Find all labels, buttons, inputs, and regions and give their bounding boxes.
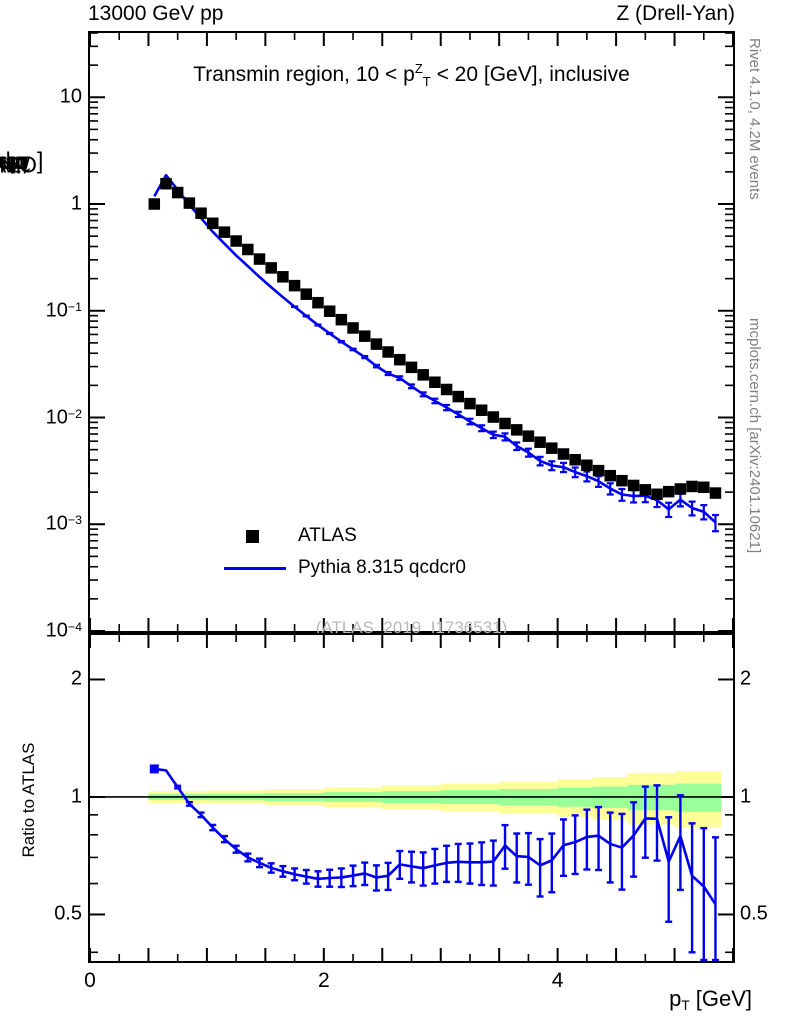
legend-key-square [218, 526, 292, 546]
ratio-plot-svg [90, 635, 733, 961]
main-y-tick-label: 10−4 [45, 619, 82, 642]
data-marker [171, 186, 184, 199]
data-marker [475, 404, 488, 416]
legend-label-atlas: ATLAS [298, 525, 357, 546]
analysis-watermark: (ATLAS_2019_I1736531) [315, 618, 508, 637]
data-marker [288, 279, 301, 292]
data-marker [616, 474, 628, 487]
data-marker [323, 305, 336, 317]
main-plot-area [90, 33, 733, 631]
data-marker [499, 417, 511, 430]
ratio-y-tick-label: 2 [70, 667, 82, 690]
ratio-y-tick-label-right: 2 [740, 667, 752, 690]
data-marker [253, 253, 266, 265]
data-marker [148, 198, 161, 210]
beam-energy-label: 13000 GeV pp [88, 2, 224, 25]
main-y-tick-label: 10−2 [45, 406, 82, 428]
x-tick-label: 0 [84, 969, 96, 992]
main-plot-svg [90, 33, 733, 631]
data-marker [581, 459, 593, 472]
data-marker [394, 353, 406, 366]
main-y-tick-label: 10−1 [45, 299, 82, 322]
data-marker [195, 207, 207, 219]
ratio-y-tick-label: 0.5 [54, 902, 82, 925]
plot-title: Transmin region, 10 < pZT < 20 [GeV], in… [90, 61, 733, 89]
ratio-plot-area [90, 635, 733, 961]
data-marker [405, 361, 418, 374]
ratio-y-axis-label: Ratio to ATLAS [19, 742, 38, 858]
data-marker [277, 271, 289, 283]
ratio-y-tick-label: 1 [70, 785, 82, 808]
data-marker [569, 454, 581, 466]
ratio-y-tick-label-right: 1 [740, 785, 752, 808]
data-marker [522, 430, 535, 442]
data-marker [382, 346, 394, 358]
data-marker [592, 464, 605, 477]
data-marker [510, 424, 523, 436]
data-marker [160, 177, 172, 190]
data-marker [429, 376, 441, 388]
data-marker [218, 226, 231, 238]
data-marker [698, 481, 710, 494]
data-marker [265, 262, 277, 274]
data-marker [207, 217, 219, 230]
data-marker [464, 397, 476, 410]
data-marker [358, 330, 371, 342]
data-marker [230, 235, 242, 247]
data-marker [440, 383, 453, 396]
main-y-tick-label: 10−3 [45, 512, 82, 535]
data-marker [604, 469, 616, 482]
plot-title-pre: Transmin region, 10 < p [193, 63, 415, 86]
plot-title-post: < 20 [GeV], inclusive [430, 63, 630, 86]
legend-key-line [218, 558, 292, 578]
plot-title-sub: T [422, 74, 431, 90]
data-marker [546, 442, 558, 454]
data-marker [300, 288, 313, 300]
data-marker [487, 411, 500, 423]
legend: ATLAS Pythia 8.315 qcdcr0 [218, 520, 466, 584]
x-tick-label: 2 [317, 969, 330, 992]
data-marker [534, 436, 546, 448]
data-marker [347, 322, 359, 334]
data-marker [417, 369, 429, 381]
data-marker [452, 390, 465, 403]
data-marker [651, 488, 663, 501]
main-y-tick-label: 1 [70, 192, 82, 215]
ratio-plot-panel [88, 633, 735, 963]
data-marker [335, 313, 348, 326]
legend-item-atlas: ATLAS [218, 520, 466, 552]
header: 13000 GeV pp Z (Drell-Yan) [88, 2, 735, 29]
data-marker [312, 296, 324, 309]
main-y-tick-label: 10 [59, 85, 82, 108]
mc-line [153, 173, 717, 524]
data-marker [627, 479, 640, 492]
data-marker [370, 338, 383, 350]
data-marker [709, 487, 722, 499]
ratio-y-tick-label-right: 0.5 [740, 902, 768, 925]
data-marker [662, 485, 675, 498]
data-marker [557, 448, 570, 460]
data-marker [639, 484, 652, 496]
data-marker [686, 480, 698, 493]
rivet-version-annotation: Rivet 4.1.0, 4.2M events [746, 38, 763, 200]
process-label: Z (Drell-Yan) [616, 2, 735, 25]
data-marker [183, 197, 196, 209]
main-plot-panel: Transmin region, 10 < pZT < 20 [GeV], in… [88, 31, 735, 637]
legend-item-pythia: Pythia 8.315 qcdcr0 [218, 552, 466, 584]
mcplots-arxiv-annotation: mcplots.cern.ch [arXiv:2401.10621] [746, 318, 763, 554]
legend-label-pythia: Pythia 8.315 qcdcr0 [298, 557, 466, 578]
x-tick-label: 4 [551, 969, 564, 992]
data-marker [674, 483, 687, 495]
data-marker [242, 243, 254, 256]
x-axis-label: pT [GeV] [669, 986, 752, 1013]
plot-title-sup: Z [414, 61, 423, 76]
